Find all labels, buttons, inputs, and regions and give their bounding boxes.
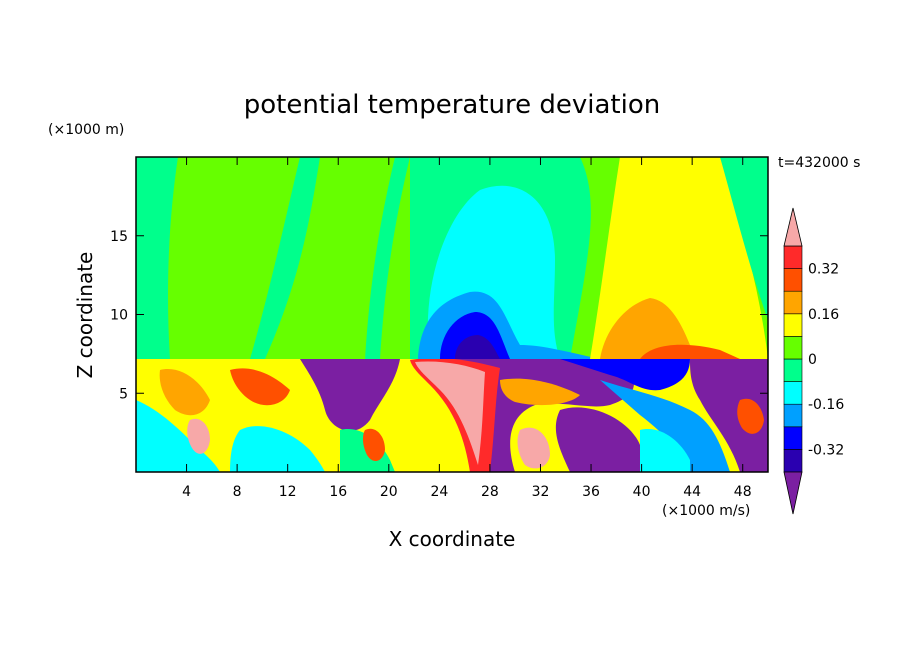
colorbar-bin xyxy=(783,268,803,292)
contour-region xyxy=(136,157,178,359)
contour-region xyxy=(300,359,400,431)
x-tick-label: 44 xyxy=(683,484,701,500)
y-unit-label: (×1000 m) xyxy=(48,122,124,138)
colorbar-tick-label: 0.16 xyxy=(808,307,839,323)
y-tick-label: 5 xyxy=(119,386,128,402)
x-tick-label: 12 xyxy=(279,484,297,500)
contour-region xyxy=(455,335,500,359)
x-unit-label: (×1000 m/s) xyxy=(662,503,750,519)
contour-region xyxy=(517,427,550,469)
contour-region xyxy=(560,359,690,391)
contour-region xyxy=(600,298,700,359)
colorbar-bin xyxy=(783,358,803,382)
x-tick-label: 20 xyxy=(380,484,398,500)
x-tick-label: 28 xyxy=(481,484,499,500)
time-label: t=432000 s xyxy=(778,155,860,171)
contour-region xyxy=(600,380,730,472)
x-tick-label: 36 xyxy=(582,484,600,500)
chart-title: potential temperature deviation xyxy=(244,90,660,120)
colorbar-bin xyxy=(783,381,803,405)
contour-region xyxy=(640,429,690,472)
contour-region xyxy=(500,378,580,406)
colorbar-tick-label: 0.32 xyxy=(808,262,839,278)
lower-turbulent-layer xyxy=(136,359,768,472)
contour-region xyxy=(555,407,643,472)
contour-region xyxy=(136,400,220,472)
colorbar-bin xyxy=(783,290,803,315)
contour-region xyxy=(362,428,385,462)
x-tick-label: 32 xyxy=(532,484,550,500)
colorbar-extension-top xyxy=(783,207,803,247)
x-tick-label: 16 xyxy=(329,484,347,500)
x-tick-label: 4 xyxy=(182,484,191,500)
x-tick-label: 8 xyxy=(233,484,242,500)
colorbar: 0.32 0.16 0 -0.16 -0.32 xyxy=(783,207,844,515)
contour-region xyxy=(159,369,210,416)
colorbar-bin xyxy=(783,336,803,360)
y-tick-label: 10 xyxy=(110,308,128,324)
x-axis-title: X coordinate xyxy=(389,527,516,551)
x-tick-label: 24 xyxy=(430,484,448,500)
contour-region xyxy=(690,359,768,472)
contour-region xyxy=(187,418,210,454)
colorbar-bin xyxy=(783,313,803,337)
colorbar-tick-label: 0 xyxy=(808,352,817,368)
x-tick-label: 48 xyxy=(734,484,752,500)
contour-region xyxy=(365,157,410,359)
contour-region xyxy=(415,361,485,465)
x-tick-label: 40 xyxy=(633,484,651,500)
contour-region xyxy=(720,157,768,320)
colorbar-tick-label: -0.16 xyxy=(808,397,844,413)
colorbar-bin xyxy=(783,449,803,473)
contour-region xyxy=(640,344,740,359)
x-axis-ticks: 4 8 12 16 20 24 28 32 36 40 44 48 xyxy=(182,157,752,500)
colorbar-bin xyxy=(783,403,803,428)
colorbar-extension-bottom xyxy=(783,471,803,515)
colorbar-bin xyxy=(783,245,803,269)
colorbar-tick-label: -0.32 xyxy=(808,442,844,458)
contour-region xyxy=(230,426,325,472)
y-tick-label: 15 xyxy=(110,229,128,245)
contour-region xyxy=(230,368,290,406)
y-axis-title: Z coordinate xyxy=(73,252,97,379)
colorbar-bin xyxy=(783,426,803,450)
contour-region xyxy=(250,157,320,359)
contour-region xyxy=(737,398,764,434)
y-axis-ticks: 5 10 15 xyxy=(110,229,768,402)
